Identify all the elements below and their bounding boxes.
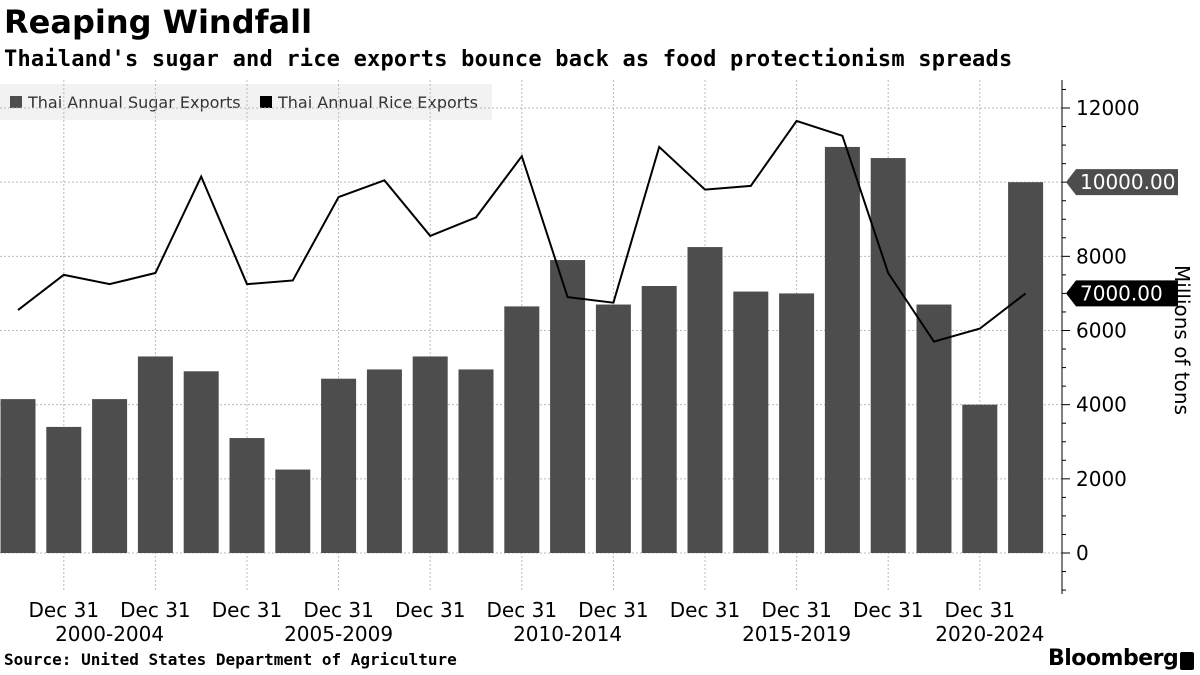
value-callout-label: 10000.00: [1080, 170, 1175, 194]
legend-swatch-sugar: [10, 96, 22, 108]
legend-label-rice: Thai Annual Rice Exports: [278, 92, 478, 112]
value-callout-bg: [1066, 169, 1178, 196]
chart-subtitle: Thailand's sugar and rice exports bounce…: [4, 47, 1013, 72]
sugar-bar: [641, 286, 677, 553]
y-tick-label: 6000: [1076, 319, 1127, 343]
sugar-bar: [275, 469, 311, 553]
sugar-bar: [366, 369, 402, 553]
y-tick-label: 0: [1076, 541, 1089, 565]
sugar-bar: [229, 438, 265, 553]
sugar-bar: [412, 356, 448, 553]
x-group-label: 2005-2009: [284, 622, 393, 646]
sugar-bar: [962, 404, 998, 553]
x-group-label: 2020-2024: [935, 622, 1044, 646]
sugar-bar: [824, 146, 860, 553]
value-callout-bg: [1066, 280, 1178, 307]
x-tick-label: Dec 31: [395, 598, 466, 622]
sugar-bar: [687, 247, 723, 553]
sugar-bar: [1008, 182, 1044, 553]
sugar-bar: [46, 426, 82, 553]
legend-item-sugar: Thai Annual Sugar Exports: [10, 92, 241, 112]
x-tick-label: Dec 31: [670, 598, 741, 622]
x-tick-label: Dec 31: [303, 598, 374, 622]
rice-line: [17, 119, 1027, 343]
sugar-bar: [458, 369, 494, 553]
x-tick-label: Dec 31: [120, 598, 191, 622]
value-callout-label: 7000.00: [1080, 281, 1163, 305]
y-tick-label: 2000: [1076, 467, 1127, 491]
sugar-bar: [321, 378, 357, 553]
legend-swatch-rice: [260, 96, 272, 108]
source-note: Source: United States Department of Agri…: [4, 650, 457, 669]
sugar-bar: [137, 356, 173, 553]
legend: Thai Annual Sugar Exports Thai Annual Ri…: [0, 84, 492, 120]
x-tick-label: Dec 31: [853, 598, 924, 622]
x-group-label: 2000-2004: [55, 622, 164, 646]
y-tick-label: 12000: [1076, 96, 1140, 120]
sugar-bar: [504, 306, 540, 553]
x-group-label: 2010-2014: [513, 622, 622, 646]
x-tick-label: Dec 31: [578, 598, 649, 622]
bloomberg-logo: Bloomberg: [1048, 646, 1179, 671]
x-tick-label: Dec 31: [761, 598, 832, 622]
legend-label-sugar: Thai Annual Sugar Exports: [28, 92, 241, 112]
y-tick-label: 8000: [1076, 244, 1127, 268]
sugar-bar: [183, 371, 219, 553]
x-tick-label: Dec 31: [945, 598, 1016, 622]
chart-title: Reaping Windfall: [4, 3, 313, 41]
y-tick-label: 4000: [1076, 393, 1127, 417]
sugar-bar: [0, 399, 36, 553]
legend-item-rice: Thai Annual Rice Exports: [260, 92, 478, 112]
x-group-label: 2015-2019: [742, 622, 851, 646]
sugar-bar: [550, 260, 586, 553]
sugar-bar: [733, 291, 769, 553]
sugar-bar: [779, 293, 815, 553]
sugar-bar: [870, 158, 906, 553]
x-tick-label: Dec 31: [487, 598, 558, 622]
sugar-bar: [595, 304, 631, 553]
sugar-bar: [916, 304, 952, 553]
x-tick-label: Dec 31: [212, 598, 283, 622]
bloomberg-terminal-icon: [1180, 652, 1194, 670]
x-tick-label: Dec 31: [29, 598, 100, 622]
sugar-bar: [92, 399, 128, 553]
